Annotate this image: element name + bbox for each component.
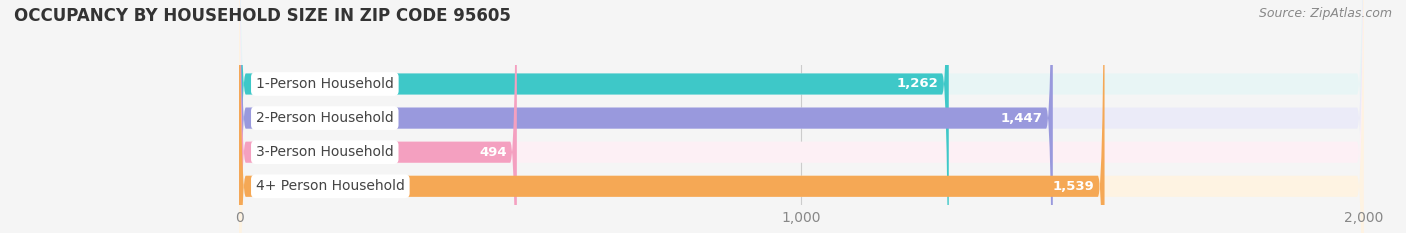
FancyBboxPatch shape	[239, 0, 949, 233]
Text: 3-Person Household: 3-Person Household	[256, 145, 394, 159]
Text: 4+ Person Household: 4+ Person Household	[256, 179, 405, 193]
FancyBboxPatch shape	[239, 0, 1053, 233]
FancyBboxPatch shape	[239, 0, 517, 233]
Text: 1-Person Household: 1-Person Household	[256, 77, 394, 91]
Text: 494: 494	[479, 146, 506, 159]
Text: Source: ZipAtlas.com: Source: ZipAtlas.com	[1258, 7, 1392, 20]
FancyBboxPatch shape	[239, 0, 1364, 233]
Text: OCCUPANCY BY HOUSEHOLD SIZE IN ZIP CODE 95605: OCCUPANCY BY HOUSEHOLD SIZE IN ZIP CODE …	[14, 7, 510, 25]
Text: 1,447: 1,447	[1001, 112, 1043, 125]
FancyBboxPatch shape	[239, 0, 1364, 233]
Text: 1,539: 1,539	[1053, 180, 1094, 193]
FancyBboxPatch shape	[239, 0, 1364, 233]
FancyBboxPatch shape	[239, 0, 1364, 233]
FancyBboxPatch shape	[239, 0, 1105, 233]
Text: 1,262: 1,262	[897, 78, 939, 90]
Text: 2-Person Household: 2-Person Household	[256, 111, 394, 125]
